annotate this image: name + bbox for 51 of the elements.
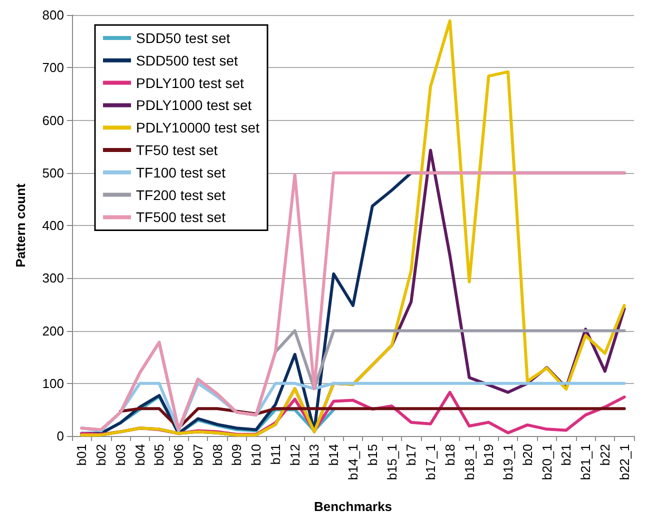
x-tick-label: b19_1 bbox=[500, 444, 516, 480]
x-tick-label: b15_1 bbox=[384, 444, 400, 480]
x-tick-label: b11 bbox=[268, 444, 283, 465]
x-tick-label: b17_1 bbox=[423, 444, 438, 480]
x-tick-label: b20_1 bbox=[539, 444, 554, 480]
line-series bbox=[118, 407, 626, 430]
x-tick-label: b08 bbox=[210, 444, 225, 466]
legend-label: SDD500 test set bbox=[136, 52, 238, 68]
y-axis-title: Pattern count bbox=[13, 182, 28, 268]
x-tick-label: b02 bbox=[94, 444, 109, 466]
x-tick-label: b14_1 bbox=[346, 444, 360, 480]
legend-label: TF200 test set bbox=[136, 186, 226, 203]
x-tick-label: b18_1 bbox=[462, 444, 477, 480]
x-tick-label: b04 bbox=[132, 444, 148, 466]
legend-label: TF100 test set bbox=[136, 164, 226, 180]
legend-label: TF500 test set bbox=[136, 209, 226, 226]
x-tick-label: b14 bbox=[326, 444, 342, 466]
x-tick-label: b18 bbox=[442, 444, 458, 466]
x-axis-title: Benchmarks bbox=[314, 499, 392, 514]
x-tick-label: b07 bbox=[190, 444, 206, 466]
legend-label: PDLY1000 test set bbox=[136, 97, 252, 114]
x-tick-label: b22 bbox=[597, 444, 612, 466]
legend-label: PDLY10000 test set bbox=[136, 120, 260, 136]
x-tick-label: b05 bbox=[152, 444, 167, 466]
x-tick-label: b15 bbox=[364, 444, 380, 466]
y-tick-label: 800 bbox=[42, 8, 64, 22]
x-tick-label: b22_1 bbox=[616, 444, 632, 480]
x-tick-label: b21 bbox=[558, 444, 574, 466]
x-tick-label: b12 bbox=[287, 444, 302, 466]
legend-label: PDLY100 test set bbox=[136, 74, 244, 91]
legend-label: TF50 test set bbox=[136, 142, 218, 158]
x-tick-label: b06 bbox=[171, 444, 186, 466]
y-tick-label: 300 bbox=[42, 270, 64, 286]
x-tick-label: b20 bbox=[520, 444, 535, 466]
x-tick-label: b09 bbox=[229, 444, 244, 466]
x-tick-label: b10 bbox=[248, 444, 264, 466]
x-tick-label: b19 bbox=[481, 444, 496, 466]
y-tick-label: 100 bbox=[42, 376, 64, 391]
y-tick-label: 0 bbox=[56, 428, 64, 444]
x-tick-label: b01 bbox=[74, 444, 90, 466]
x-tick-label: b17 bbox=[404, 444, 419, 466]
legend-label: SDD50 test set bbox=[136, 30, 230, 46]
x-tick-label: b21_1 bbox=[578, 444, 594, 480]
y-tick-label: 700 bbox=[42, 60, 64, 76]
y-tick-label: 200 bbox=[42, 323, 64, 338]
y-tick-label: 400 bbox=[42, 218, 64, 233]
y-tick-label: 500 bbox=[42, 165, 64, 180]
x-tick-label: b03 bbox=[112, 444, 128, 466]
x-tick-label: b13 bbox=[306, 444, 322, 466]
y-tick-label: 600 bbox=[42, 112, 64, 128]
line-series bbox=[80, 19, 626, 436]
